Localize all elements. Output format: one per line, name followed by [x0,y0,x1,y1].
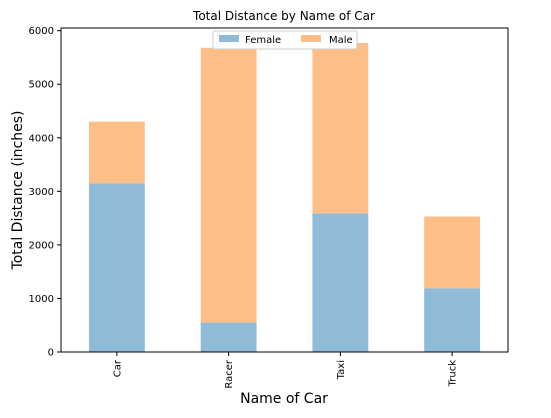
chart-title: Total Distance by Name of Car [192,9,375,23]
x-tick-label-racer: Racer [224,359,235,389]
y-axis-label: Total Distance (inches) [10,111,26,271]
legend-swatch-female [219,35,239,42]
y-axis-ticks: 0 1000 2000 3000 4000 5000 6000 [29,26,61,359]
bar-car-male [88,121,145,184]
bar-taxi-male [312,42,369,214]
x-tick-label-car: Car [112,359,123,377]
legend: Female Male [212,30,358,50]
y-tick-label: 1000 [29,294,54,305]
x-axis-label: Name of Car [240,391,328,407]
y-tick-label: 5000 [29,80,54,91]
legend-label-male: Male [329,35,353,46]
bar-racer-male [200,47,257,323]
legend-swatch-male [301,35,321,42]
bar-racer-female [200,322,257,352]
plot-frame [60,27,509,353]
bar-taxi-female [312,213,369,352]
x-tick-label-truck: Truck [448,360,459,388]
bars-group [88,42,481,352]
x-axis-ticks: Car Racer Taxi Truck [112,352,459,389]
bar-truck-male [424,216,481,289]
y-tick-label: 6000 [29,26,54,37]
y-tick-label: 4000 [29,133,54,144]
legend-label-female: Female [245,35,281,46]
y-tick-label: 2000 [29,240,54,251]
y-tick-label: 3000 [29,187,54,198]
y-tick-label: 0 [48,348,54,359]
bar-car-female [88,183,145,352]
bar-truck-female [424,288,481,352]
x-tick-label-taxi: Taxi [336,360,347,380]
